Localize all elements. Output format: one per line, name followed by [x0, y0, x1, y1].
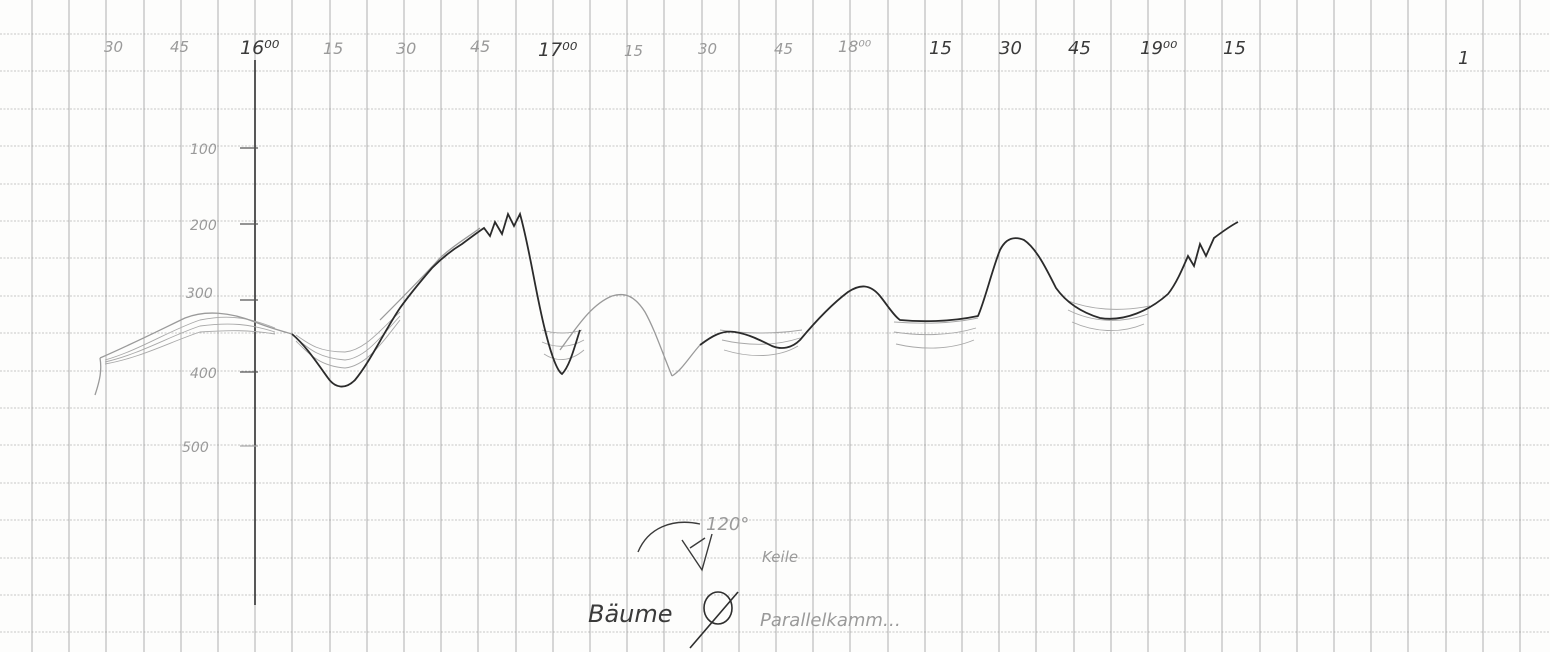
time-label: 17⁰⁰ [538, 39, 578, 61]
time-label: 30 [698, 40, 717, 58]
value-label: 400 [190, 366, 217, 382]
angle-suffix: Keile [762, 548, 798, 566]
value-label: 500 [182, 440, 209, 456]
value-label: 100 [190, 142, 217, 158]
time-label: 15 [323, 39, 343, 58]
value-axis-labels: 100 200 300 400 500 [182, 142, 217, 456]
time-label: 18⁰⁰ [838, 37, 872, 56]
caption-right: Parallelkamm… [760, 610, 901, 631]
time-label: 45 [470, 37, 490, 56]
time-label: 45 [1068, 38, 1091, 59]
main-ink-curve [291, 211, 1239, 388]
time-axis-labels: 30 45 16⁰⁰ 15 30 45 17⁰⁰ 15 30 45 18⁰⁰ 1… [104, 37, 1469, 69]
value-label: 200 [190, 218, 217, 234]
time-label: 30 [396, 39, 416, 58]
time-label: 45 [774, 40, 793, 58]
time-label: 45 [170, 38, 189, 56]
time-label: 15 [929, 38, 952, 59]
time-label-right: 1 [1458, 48, 1469, 69]
time-label: 30 [999, 38, 1022, 59]
caption-left: Bäume [588, 600, 673, 628]
pencil-bands [104, 299, 1151, 369]
time-label: 30 [104, 38, 123, 56]
time-label: 15 [624, 42, 643, 60]
value-label: 300 [186, 286, 213, 302]
time-label: 19⁰⁰ [1140, 38, 1177, 59]
angle-note: 120° [706, 514, 749, 535]
diameter-symbol [689, 591, 739, 649]
time-label: 16⁰⁰ [240, 37, 280, 59]
time-label: 15 [1223, 38, 1246, 59]
pencil-sketch [94, 227, 701, 396]
angle-sketch [637, 521, 713, 572]
value-axis-ticks [240, 147, 258, 447]
